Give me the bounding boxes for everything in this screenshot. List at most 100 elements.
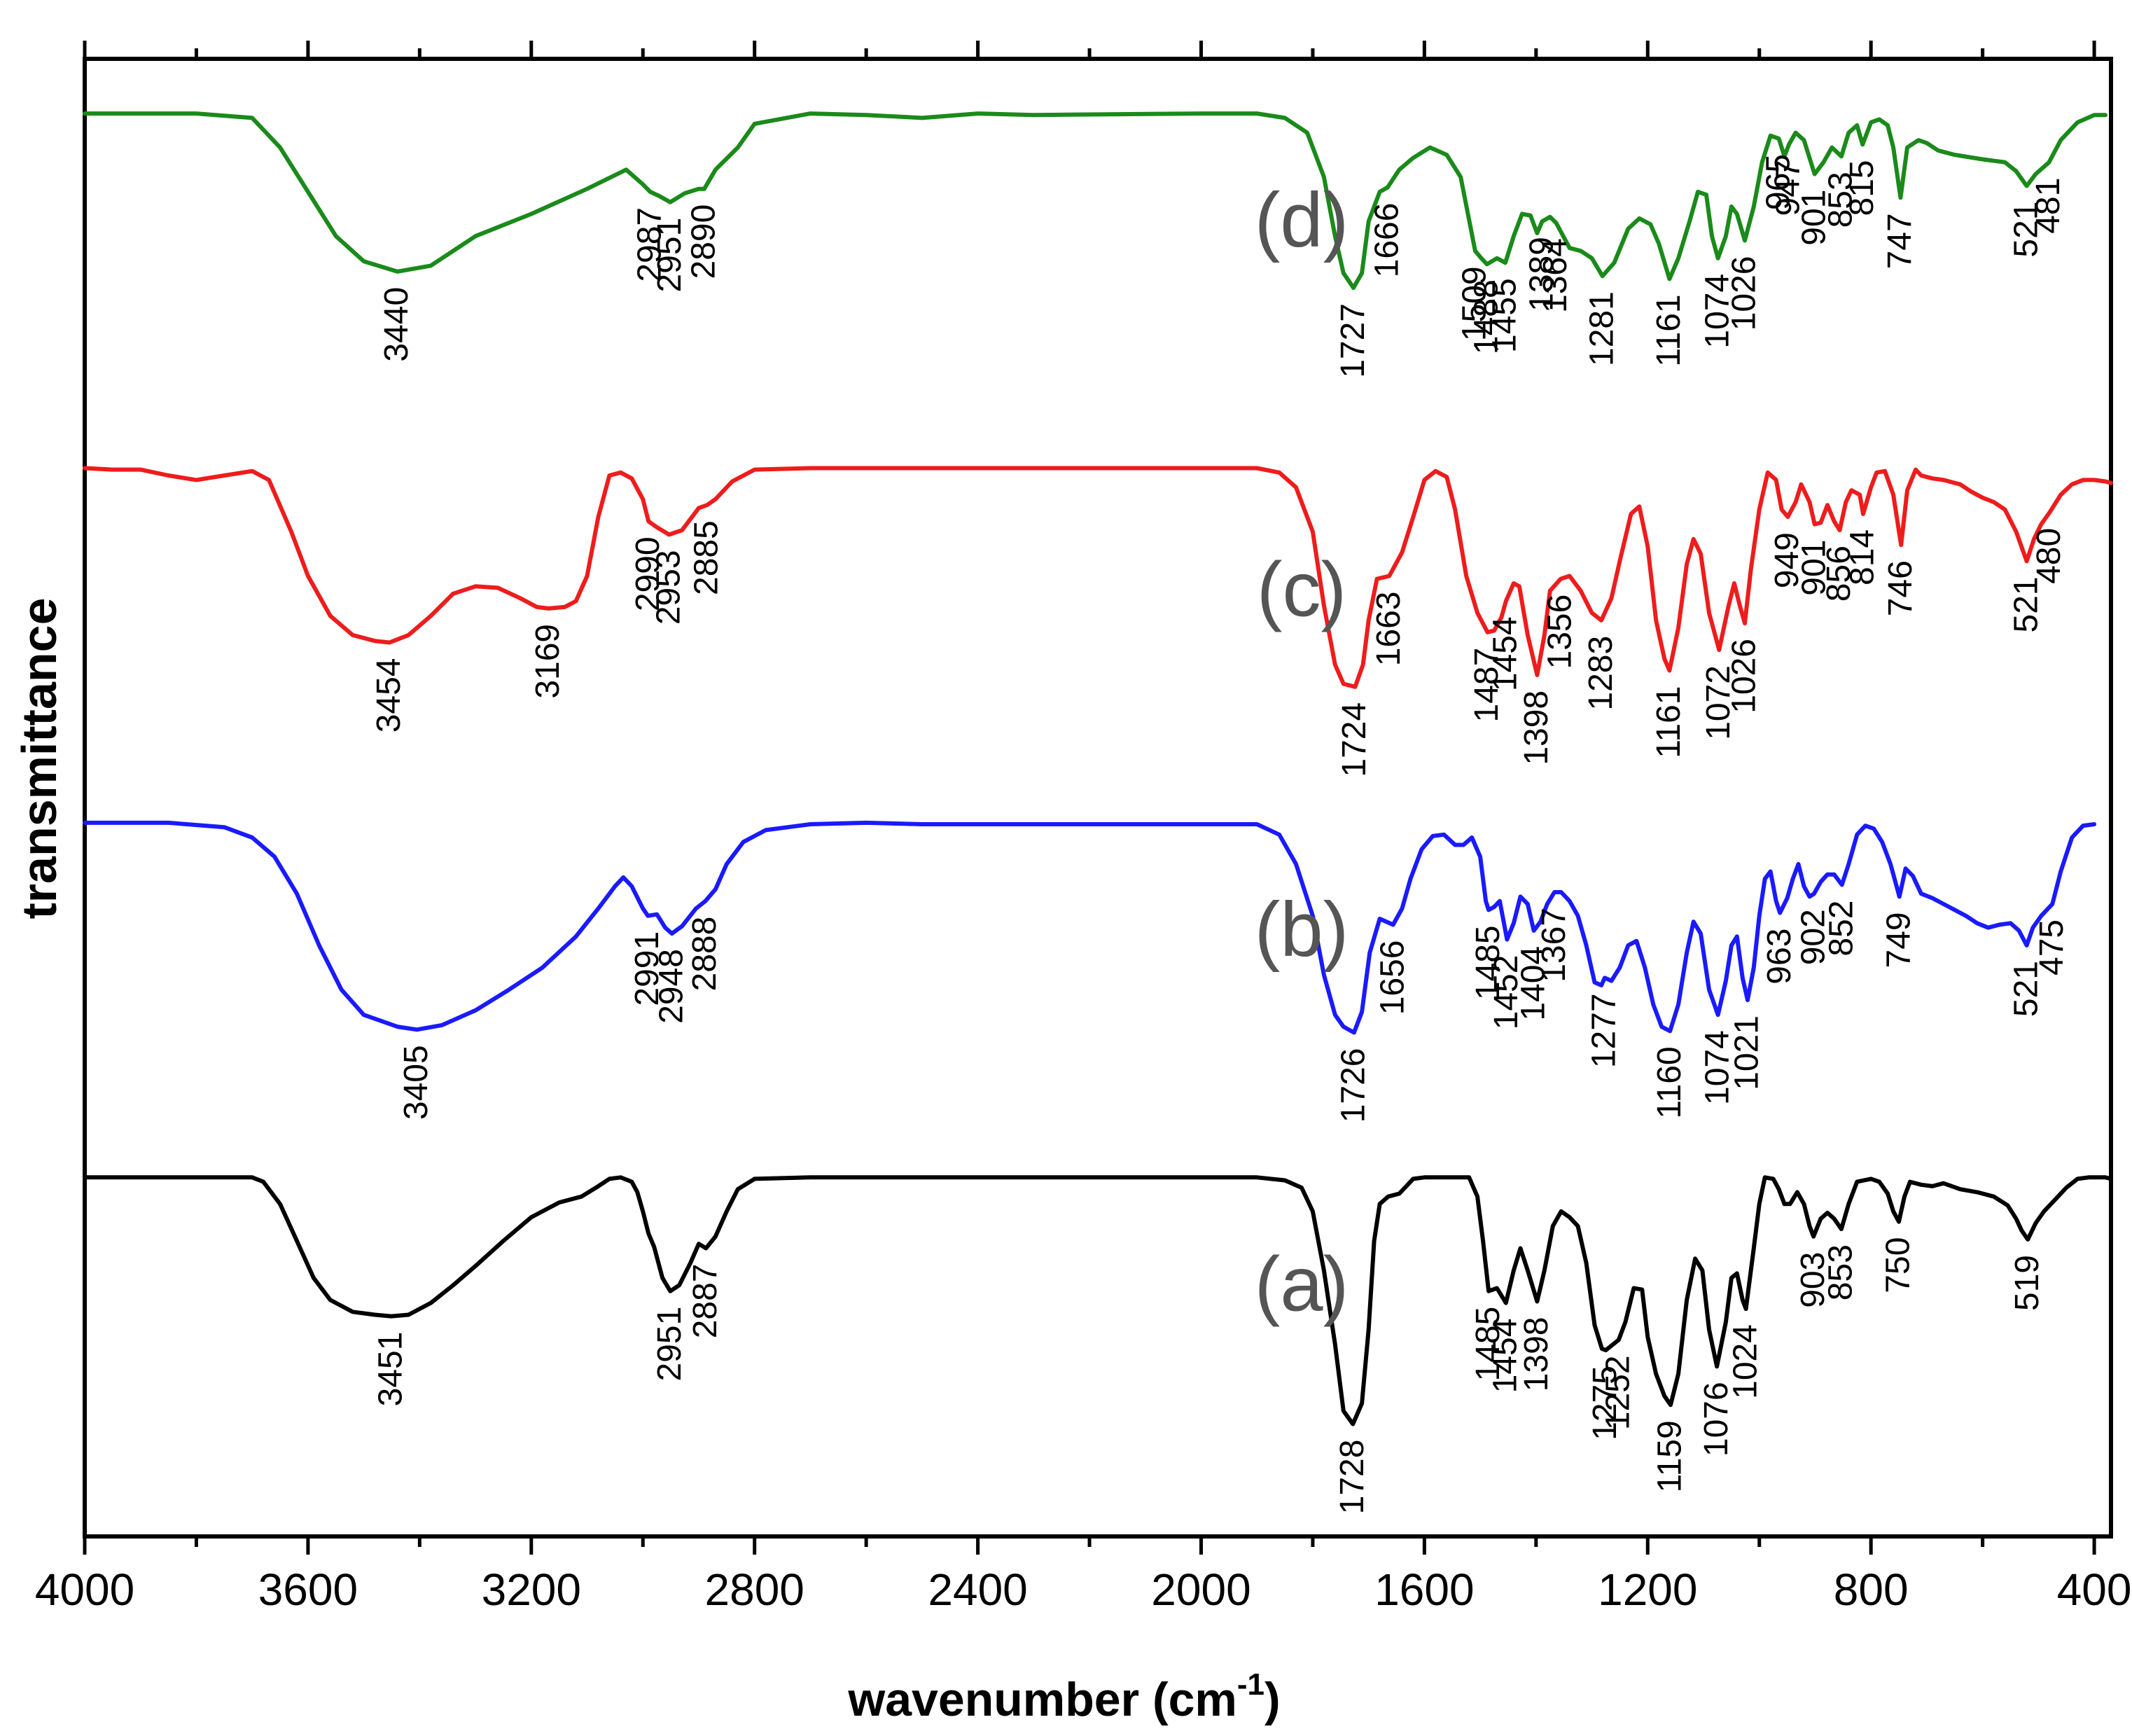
peak-label-c: 949	[1769, 532, 1806, 588]
peak-label-b: 963	[1761, 929, 1798, 985]
series-name-b: (b)	[1255, 887, 1349, 973]
peak-label-b: 852	[1823, 901, 1860, 957]
peak-label-c: 1663	[1370, 592, 1407, 667]
peak-label-c: 1356	[1542, 595, 1579, 669]
peak-label-c: 2990	[629, 536, 667, 611]
peak-label-d: 2890	[685, 204, 723, 279]
peak-label-a: 519	[2009, 1255, 2046, 1311]
peak-label-c: 2953	[650, 550, 687, 625]
peak-label-c: 1724	[1336, 702, 1373, 777]
x-tick-label: 2800	[705, 1564, 804, 1615]
y-axis-title: transmittance	[12, 597, 67, 919]
peak-label-a: 1252	[1599, 1355, 1636, 1430]
peak-label-a: 3451	[372, 1332, 409, 1407]
peak-label-d: 521	[2007, 202, 2044, 258]
peak-label-c: 1283	[1582, 636, 1619, 711]
peak-label-a: 750	[1880, 1237, 1917, 1293]
peak-label-d: 1281	[1583, 291, 1620, 366]
peak-label-a: 1728	[1334, 1440, 1371, 1515]
peak-label-b: 749	[1880, 912, 1917, 968]
peak-label-c: 1072	[1700, 665, 1737, 740]
series-line-c	[83, 466, 2113, 689]
peak-label-b: 1452	[1488, 955, 1525, 1030]
peak-label-a: 1076	[1698, 1382, 1735, 1457]
x-axis-title: wavenumber (cm-1)	[847, 1667, 1280, 1726]
peak-label-d: 747	[1881, 213, 1918, 269]
peak-label-d: 853	[1823, 172, 1860, 228]
peak-label-a: 853	[1823, 1244, 1860, 1300]
peak-label-a: 1398	[1518, 1317, 1555, 1392]
series-line-a	[83, 1175, 2113, 1426]
series-name-d: (d)	[1255, 177, 1349, 263]
peak-label-b: 1726	[1335, 1048, 1372, 1123]
series-line-d	[83, 111, 2107, 290]
peak-label-a: 1159	[1652, 1420, 1689, 1492]
peak-label-a: 2951	[651, 1307, 688, 1382]
series-line-b	[83, 820, 2097, 1035]
peak-label-a: 903	[1795, 1252, 1832, 1308]
peak-label-a: 1485	[1470, 1307, 1507, 1382]
peak-label-b: 3405	[398, 1045, 435, 1120]
peak-label-b: 1367	[1535, 908, 1573, 982]
x-tick-label: 3200	[482, 1564, 581, 1615]
x-axis-title-close: )	[1264, 1673, 1281, 1726]
peak-label-c: 521	[2007, 576, 2044, 632]
peak-label-c: 814	[1844, 529, 1881, 585]
x-tick-label: 400	[2057, 1564, 2132, 1615]
peak-label-a: 2887	[687, 1264, 724, 1339]
peak-label-b: 1404	[1514, 946, 1552, 1021]
peak-label-d: 481	[2030, 178, 2067, 234]
peak-label-a: 1024	[1727, 1324, 1764, 1399]
x-tick-label: 3600	[258, 1564, 358, 1615]
series-name-c: (c)	[1257, 547, 1346, 633]
peak-label-a: 1275	[1587, 1366, 1624, 1440]
plot-frame	[83, 57, 2113, 1539]
peak-label-d: 1727	[1335, 303, 1372, 378]
series-group	[83, 111, 2113, 1426]
peak-label-b: 902	[1795, 909, 1832, 965]
x-axis-title-main: wavenumber (cm	[847, 1673, 1237, 1726]
x-tick-label: 1600	[1374, 1564, 1474, 1615]
peak-label-d: 901	[1795, 190, 1832, 246]
peak-label-a: 1454	[1486, 1319, 1524, 1394]
peak-label-d: 1026	[1726, 256, 1763, 331]
peak-label-d: 2951	[651, 218, 688, 293]
peak-label-b: 1074	[1699, 1030, 1736, 1105]
peak-label-c: 856	[1820, 546, 1858, 602]
x-tick-label: 1200	[1598, 1564, 1697, 1615]
series-name-a: (a)	[1255, 1241, 1349, 1327]
peak-label-b: 2888	[686, 917, 723, 992]
peak-label-b: 1656	[1374, 940, 1411, 1015]
peak-label-b: 521	[2007, 961, 2044, 1017]
peak-label-c: 3454	[370, 658, 407, 733]
peak-label-d: 965	[1760, 154, 1797, 210]
peak-label-d: 1666	[1368, 203, 1405, 278]
peak-labels-group: 3440298729512890172716661509148814551389…	[370, 154, 2070, 1514]
peak-label-b: 1277	[1586, 993, 1623, 1068]
peak-label-c: 3169	[529, 624, 566, 699]
peak-label-c: 1398	[1518, 690, 1555, 765]
peak-label-c: 1454	[1486, 616, 1524, 691]
peak-label-b: 1485	[1470, 925, 1507, 1000]
peak-label-d: 2987	[631, 207, 668, 282]
axes-group: 4000 3600 3200 2800 2400 2000 1600 1200 800 400	[35, 41, 2132, 1615]
peak-label-d: 1455	[1486, 278, 1524, 353]
peak-label-b: 2948	[653, 949, 690, 1024]
peak-label-c: 2885	[688, 520, 725, 595]
peak-label-c: 1026	[1726, 639, 1763, 714]
x-axis-title-superscript: -1	[1237, 1667, 1264, 1702]
peak-label-b: 1021	[1729, 1015, 1766, 1090]
peak-label-c: 480	[2030, 528, 2068, 584]
peak-label-c: 901	[1795, 540, 1832, 596]
peak-label-d: 1161	[1650, 294, 1687, 366]
x-tick-label: 800	[1834, 1564, 1909, 1615]
peak-label-d: 1509	[1456, 266, 1493, 341]
peak-label-d: 1488	[1468, 279, 1505, 354]
peak-label-c: 1487	[1468, 648, 1505, 723]
peak-label-b: 1160	[1651, 1046, 1688, 1118]
peak-label-d: 1364	[1537, 238, 1574, 313]
x-tick-label: 2400	[928, 1564, 1027, 1615]
